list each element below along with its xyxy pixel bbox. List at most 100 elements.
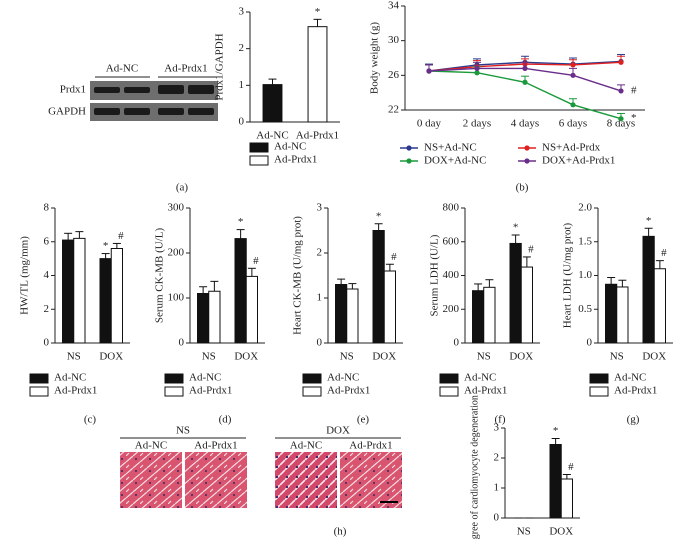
legend-label: Ad-NC [464,372,496,384]
y-tick-label: 600 [443,235,460,247]
legend-swatch [249,142,269,153]
legend-label: Ad-Prdx1 [464,385,507,397]
y-tick-label: 100 [168,292,185,304]
y-tick-label: 3 [494,422,500,434]
bar [346,288,359,344]
legend-label: DOX+Ad-Prdx1 [542,155,615,167]
legend-label: Ad-NC [54,372,86,384]
y-tick-label: 200 [443,303,460,315]
significance: * [238,216,244,228]
point [570,62,576,68]
x-tick-label: Ad-NC [256,130,288,142]
bar [520,266,533,344]
x-tick-label: DOX [642,351,666,363]
legend-marker [524,158,530,164]
panel-label: (d) [219,414,232,426]
bar [549,444,562,519]
point [570,102,576,108]
y-axis-label: HW/TL (mg/mm) [19,236,31,315]
point [474,70,480,76]
bar [110,248,123,344]
y-tick-label: 2 [317,247,323,259]
column-label: Ad-NC [135,440,167,452]
significance: # [568,461,574,473]
bar [472,290,485,344]
legend-marker [406,145,412,151]
point [426,68,432,74]
legend-swatch [589,386,609,397]
x-tick-label: DOX [372,351,396,363]
blot-strip [90,81,218,100]
y-tick-label: 400 [443,269,460,281]
y-tick-label: 2 [44,303,50,315]
bar [197,293,210,344]
y-tick-label: 0 [179,337,185,349]
y-axis-label: Serum CK-MB (U/L) [154,228,166,324]
legend-swatch [302,373,322,384]
panel-label: (c) [84,414,97,426]
legend-label: DOX+Ad-NC [424,155,486,167]
bar [62,239,75,344]
column-label: Ad-Prdx1 [349,440,392,452]
micrograph [275,452,337,508]
y-tick-label: 1.0 [578,269,592,281]
y-tick-label: 0 [454,337,460,349]
bar [383,270,396,344]
y-tick-label: 0 [494,512,500,524]
y-tick-label: 0.5 [578,303,592,315]
blot-bands [94,85,214,115]
point [474,65,480,71]
x-tick-label: 6 days [559,118,587,130]
y-tick-label: 34 [388,0,400,12]
y-axis-label: Heart CK-MB (U/mg prot) [292,216,304,335]
x-tick-label: 2 days [463,118,491,130]
blot-strip [90,103,218,121]
legend-swatch [164,373,184,384]
bar [509,242,522,344]
legend-swatch [249,155,269,166]
bar [208,290,221,344]
y-tick-label: 22 [388,104,399,116]
histology: NS DOX Ad-NC Ad-Prdx1 Ad-NC Ad-Prdx1 [120,425,402,508]
significance: # [661,247,667,259]
point [618,59,624,65]
legend-label: NS+Ad-Prdx [542,142,601,154]
legend-label: Ad-Prdx1 [54,385,97,397]
y-tick-label: 6 [44,235,50,247]
legend-swatch [29,386,49,397]
y-axis-label: Prdx1/GAPDH [214,33,226,100]
legend-swatch [439,386,459,397]
micrograph [120,452,182,508]
x-tick-label: NS [340,351,354,363]
y-tick-label: 0 [44,337,50,349]
panel-label: (e) [357,414,370,426]
y-axis-label: Serum LDH (U/L) [429,234,441,316]
y-tick-label: 800 [443,202,460,214]
bar [605,283,618,344]
micrograph [185,452,247,508]
y-tick-label: 30 [388,34,400,46]
y-tick-label: 200 [168,247,185,259]
x-tick-label: NS [67,351,81,363]
significance: # [528,243,534,255]
point [618,116,624,122]
group-label: NS [176,425,190,437]
x-tick-label: DOX [234,351,258,363]
significance: * [513,222,519,234]
group-label: DOX [326,425,350,437]
y-tick-label: 2.0 [578,202,592,214]
bar [307,26,328,123]
legend-label: Ad-Prdx1 [327,385,370,397]
bar [245,275,258,344]
bar [653,268,666,344]
bar [483,286,496,344]
y-tick-label: 0 [239,116,245,128]
bar [73,237,86,344]
significance: * [103,240,109,252]
point [522,65,528,71]
legend-label: Ad-NC [327,372,359,384]
significance: # [391,251,397,263]
bar [99,258,112,344]
x-tick-label: NS [517,526,531,538]
point [522,79,528,85]
